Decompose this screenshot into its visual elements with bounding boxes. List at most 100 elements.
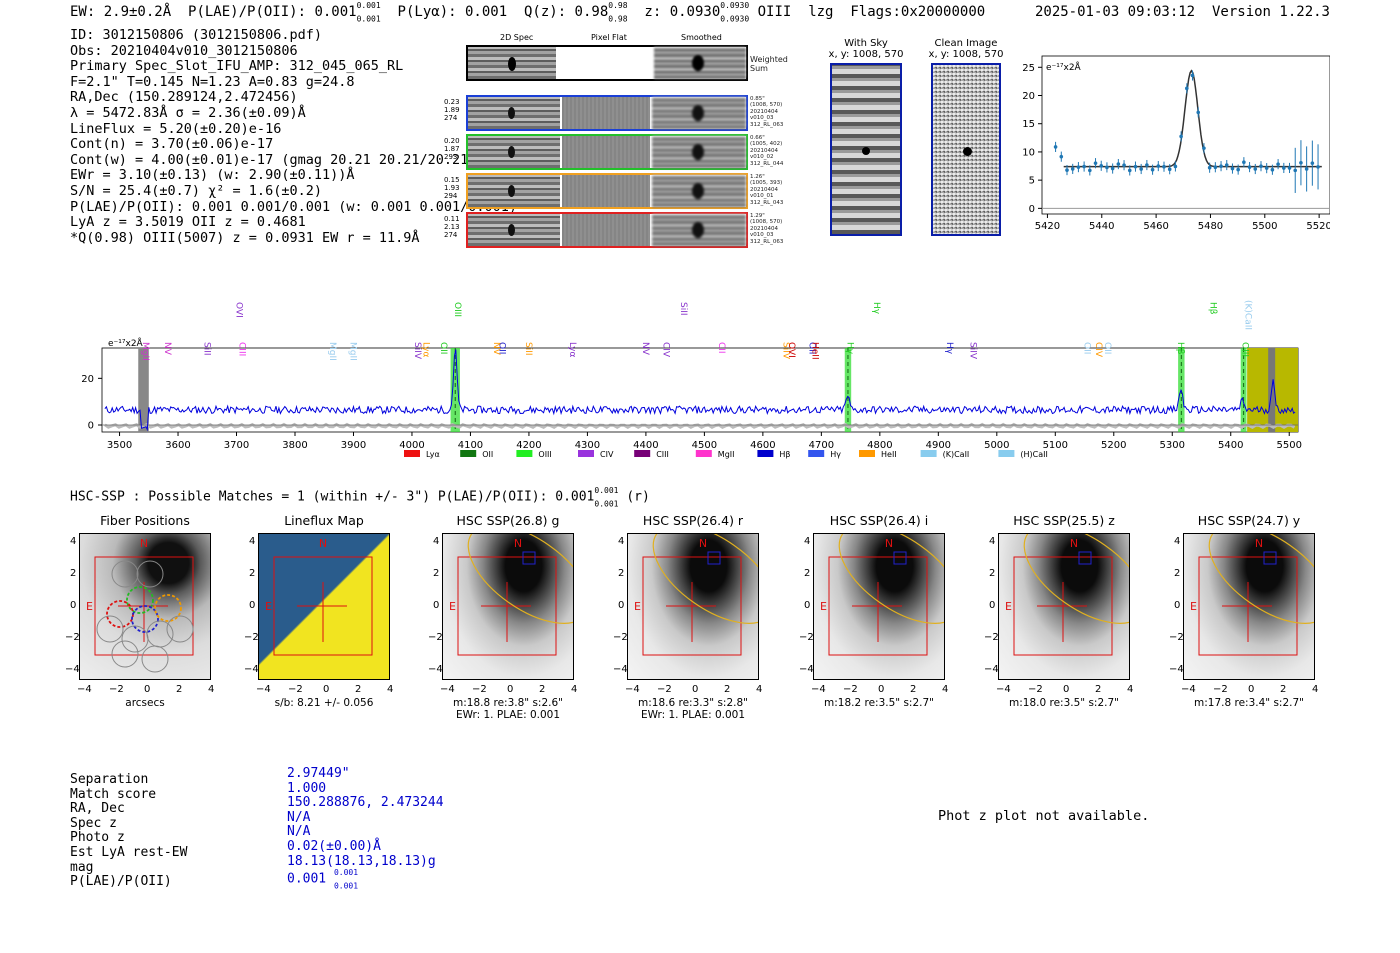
x-tick-label: 0 <box>878 684 885 695</box>
cutout-title: HSC SSP(26.4) r <box>642 513 744 528</box>
north-label: N <box>1255 537 1263 550</box>
data-point <box>1139 167 1143 171</box>
data-point <box>1304 167 1309 171</box>
x-tick-label: 4500 <box>692 440 717 451</box>
y-tick-label: −4 <box>984 664 999 675</box>
x-tick-label: 5480 <box>1198 221 1223 232</box>
mt-val-mag: 18.13(18.13,18.13)g <box>287 853 436 869</box>
line-label: SiII <box>523 342 533 356</box>
clean-image <box>931 63 1001 236</box>
north-label: N <box>1070 537 1078 550</box>
east-label: E <box>1190 600 1197 613</box>
x-tick-label: 2 <box>355 684 362 695</box>
north-label: N <box>140 537 148 550</box>
north-label: N <box>885 537 893 550</box>
line-label: OVI <box>786 342 796 358</box>
info-cont-n: Cont(n) = 3.70(±0.06)e-17 <box>70 136 274 153</box>
data-point <box>1110 166 1115 171</box>
x-tick-label: −2 <box>288 684 303 695</box>
line-label: CIV <box>660 342 670 358</box>
line-label: OII <box>438 342 448 354</box>
data-point <box>1293 168 1298 173</box>
legend-swatch <box>695 450 712 457</box>
match-table-keys: Separation Match score RA, Dec Spec z Ph… <box>70 772 187 890</box>
spectrum-frame <box>101 347 1299 433</box>
y-tick-label: 4 <box>1174 536 1181 547</box>
x-tick-label: 4 <box>942 684 949 695</box>
line-label: NV <box>162 342 172 356</box>
line-label: CIII <box>236 342 246 356</box>
aperture-box <box>642 556 742 656</box>
legend-label: Hβ <box>779 450 790 459</box>
x-tick-label: −4 <box>256 684 271 695</box>
data-point <box>1316 165 1320 169</box>
line-label: OII <box>1082 342 1092 354</box>
y-tick-label: −2 <box>428 632 443 643</box>
galaxy-ellipse <box>652 534 758 624</box>
match-table-values: 2.97449" 1.000 150.288876, 2.473244 N/A … <box>287 766 444 890</box>
data-point <box>1230 166 1235 171</box>
legend-label: OIII <box>538 450 551 459</box>
x-tick-label: 5400 <box>1218 440 1243 451</box>
line-label: NV <box>640 342 650 356</box>
x-tick-label: −4 <box>811 684 826 695</box>
info-lya-z: LyA z = 3.5019 OII z = 0.4681 <box>70 214 306 231</box>
data-point <box>1236 167 1240 172</box>
y-tick-label: 2 <box>433 568 440 579</box>
x-tick-label: 2 <box>724 684 731 695</box>
cutout-footer: s/b: 8.21 +/- 0.056 <box>274 697 374 709</box>
data-point <box>1264 166 1269 170</box>
y-tick-label: 20 <box>81 374 94 385</box>
line-label: Hβ <box>1207 302 1217 315</box>
line-label: OII <box>807 342 817 354</box>
header-datetime: 2025-01-03 09:03:12 <box>1034 4 1196 20</box>
fiber-info: 0.15 1.93 294 <box>444 176 460 200</box>
spectra-2d-panel: 2D Spec Pixel Flat Smoothed Weighted Sum… <box>444 33 788 255</box>
data-point <box>1173 164 1178 169</box>
data-point <box>1082 164 1086 169</box>
data-point <box>1242 160 1246 165</box>
fiber-label: 0.85" (1008, 570) 20210404 v010_03 312_RL_06… <box>750 96 784 128</box>
x-tick-label: 4600 <box>750 440 775 451</box>
header-plae-lo: 0.001 <box>356 14 381 24</box>
fiber-strip <box>466 95 748 131</box>
fiber-circle <box>131 605 159 633</box>
info-ewr: EWr = 3.10(±0.13) (w: 2.90(±0.11))Å <box>70 167 355 184</box>
legend-label: Lyα <box>426 450 440 459</box>
x-tick-label: 5200 <box>1101 440 1126 451</box>
line-label: MgII <box>327 342 337 361</box>
x-tick-label: 4100 <box>458 440 483 451</box>
header-z-hi: 0.0930 <box>720 1 750 10</box>
x-tick-label: 2 <box>1095 684 1102 695</box>
y-tick-label: 10 <box>1022 147 1035 158</box>
data-point <box>1179 134 1183 139</box>
x-tick-label: 0 <box>323 684 330 695</box>
x-tick-label: 4 <box>208 684 215 695</box>
header-summary: EW: 2.9±0.2Å P(LAE)/P(OII): 0.0010.001 0.… <box>70 1 985 24</box>
data-point <box>1088 168 1092 173</box>
x-tick-label: 4 <box>1312 684 1319 695</box>
x-tick-label: 4800 <box>867 440 892 451</box>
fiber-strip <box>466 134 748 170</box>
mt-key-separation: Separation <box>70 772 149 787</box>
aperture-box <box>828 556 928 656</box>
x-tick-label: 4700 <box>809 440 834 451</box>
x-tick-label: 5520 <box>1306 221 1330 232</box>
east-label: E <box>449 600 456 613</box>
line-label: Hγ <box>871 302 881 315</box>
cutout-footer: m:18.8 re:3.8" s:2.6" <box>453 697 563 709</box>
fiber-strip <box>466 212 748 248</box>
fiber-circle <box>96 615 124 643</box>
y-tick-label: −2 <box>799 632 814 643</box>
line-label: SiIV <box>780 342 790 360</box>
line-label: (K)CaII <box>1242 300 1252 330</box>
line-label: MgII <box>348 342 358 361</box>
cutout-footer-2: EWr: 1. PLAE: 0.001 <box>455 709 561 721</box>
header-ew: EW: 2.9±0.2Å <box>70 4 172 21</box>
aperture-box <box>273 556 373 656</box>
info-id: ID: 3012150806 (3012150806.pdf) <box>70 27 322 43</box>
header-timestamp: 2025-01-03 09:03:12 Version 1.22.3 <box>1035 4 1330 20</box>
x-tick-label: 5420 <box>1035 221 1060 232</box>
y-tick-label: 2 <box>249 568 256 579</box>
